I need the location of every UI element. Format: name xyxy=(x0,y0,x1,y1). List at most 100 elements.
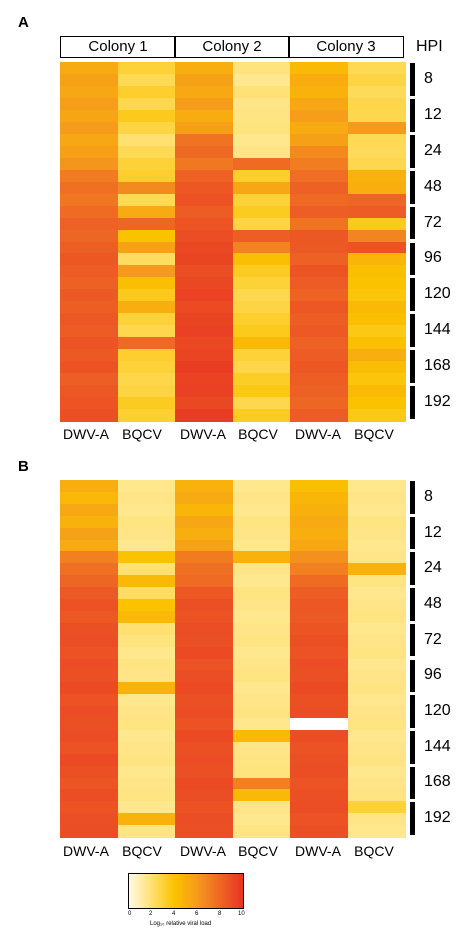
heatmap-cell xyxy=(118,157,176,171)
heatmap-cell xyxy=(233,789,291,802)
heatmap-cell xyxy=(290,622,348,636)
heatmap-cell xyxy=(60,277,118,290)
hpi-label: 192 xyxy=(424,809,451,827)
heatmap-cell xyxy=(348,813,406,826)
heatmap-cell xyxy=(60,622,118,636)
heatmap-cell xyxy=(348,670,406,683)
heatmap-cell xyxy=(118,313,176,326)
hpi-segment-bar xyxy=(410,730,415,764)
heatmap-cell xyxy=(175,741,233,755)
col-label-a-2: BQCV xyxy=(122,426,162,442)
heatmap-cell xyxy=(290,301,348,314)
heatmap-cell xyxy=(233,241,291,255)
heatmap-cell xyxy=(175,62,233,75)
heatmap-cell xyxy=(175,646,233,660)
heatmap-cell xyxy=(348,385,406,398)
heatmap-cell xyxy=(60,193,118,207)
heatmap-cell xyxy=(118,777,176,790)
heatmap-cell xyxy=(233,97,291,111)
hpi-segment-bar xyxy=(410,63,415,96)
heatmap-cell xyxy=(290,599,348,612)
heatmap-cell xyxy=(118,480,176,493)
heatmap-cell xyxy=(118,385,176,398)
heatmap-cell xyxy=(60,646,118,660)
heatmap-cell xyxy=(118,337,176,350)
heatmap-cell xyxy=(348,480,406,493)
heatmap-cell xyxy=(175,97,233,111)
heatmap-cell xyxy=(290,587,348,600)
heatmap-cell xyxy=(348,753,406,767)
col-label-a-1: DWV-A xyxy=(63,426,109,442)
heatmap-cell xyxy=(348,313,406,326)
heatmap-cell xyxy=(290,337,348,350)
heatmap-cell xyxy=(348,73,406,87)
heatmap-cell xyxy=(175,491,233,505)
hpi-segment-bar xyxy=(410,98,415,132)
heatmap-cell xyxy=(175,825,233,838)
hpi-label: 8 xyxy=(424,487,433,505)
heatmap-cell xyxy=(175,670,233,683)
hpi-label: 24 xyxy=(424,141,442,159)
heatmap-cell xyxy=(118,325,176,338)
heatmap-cell xyxy=(290,718,348,731)
heatmap-cell xyxy=(118,682,176,695)
col-label-b-4: BQCV xyxy=(238,843,278,859)
heatmap-cell xyxy=(60,97,118,111)
heatmap-cell xyxy=(233,670,291,683)
heatmap-cell xyxy=(290,825,348,838)
heatmap-cell xyxy=(348,157,406,171)
heatmap-cell xyxy=(60,480,118,493)
heatmap-cell xyxy=(118,789,176,802)
heatmap-cell xyxy=(118,658,176,671)
heatmap-cell xyxy=(233,409,291,422)
heatmap-cell xyxy=(348,718,406,731)
legend-tick: 4 xyxy=(172,911,176,917)
heatmap-cell xyxy=(290,610,348,624)
hpi-label: 72 xyxy=(424,630,442,648)
heatmap-cell xyxy=(348,491,406,505)
hpi-segment-bar xyxy=(410,314,415,348)
heatmap-cell xyxy=(233,622,291,636)
heatmap-cell xyxy=(60,634,118,648)
col-label-b-3: DWV-A xyxy=(180,843,226,859)
heatmap-cell xyxy=(118,229,176,243)
heatmap-cell xyxy=(290,658,348,671)
legend-tick: 0 xyxy=(128,911,132,917)
heatmap-cell xyxy=(60,373,118,386)
panel-b-letter: B xyxy=(18,458,29,475)
heatmap-cell xyxy=(60,109,118,123)
heatmap-cell xyxy=(60,349,118,362)
heatmap-cell xyxy=(118,741,176,755)
heatmap-cell xyxy=(290,789,348,802)
hpi-label: 168 xyxy=(424,357,451,375)
heatmap-cell xyxy=(175,480,233,493)
heatmap-cell xyxy=(290,753,348,767)
heatmap-cell xyxy=(290,813,348,826)
col-label-a-3: DWV-A xyxy=(180,426,226,442)
hpi-label: 72 xyxy=(424,213,442,231)
heatmap-cell xyxy=(118,181,176,195)
hpi-segment-bar xyxy=(410,695,415,728)
heatmap-cell xyxy=(290,563,348,576)
heatmap-cell xyxy=(290,361,348,374)
heatmap-cell xyxy=(175,587,233,600)
heatmap-cell xyxy=(348,563,406,576)
heatmap-cell xyxy=(290,385,348,398)
hpi-segment-bar xyxy=(410,552,415,586)
heatmap-cell xyxy=(118,575,176,588)
heatmap-cell xyxy=(233,289,291,302)
heatmap-cell xyxy=(233,515,291,529)
heatmap-cell xyxy=(175,157,233,171)
heatmap-cell xyxy=(175,145,233,159)
heatmap-cell xyxy=(60,515,118,529)
heatmap-cell xyxy=(60,121,118,135)
heatmap-cell xyxy=(233,181,291,195)
heatmap-cell xyxy=(290,729,348,743)
heatmap-cell xyxy=(118,622,176,636)
heatmap-cell xyxy=(233,539,291,552)
heatmap-cell xyxy=(60,62,118,75)
heatmap-cell xyxy=(175,193,233,207)
heatmap-cell xyxy=(175,397,233,410)
heatmap-cell xyxy=(348,622,406,636)
heatmap-cell xyxy=(118,205,176,219)
